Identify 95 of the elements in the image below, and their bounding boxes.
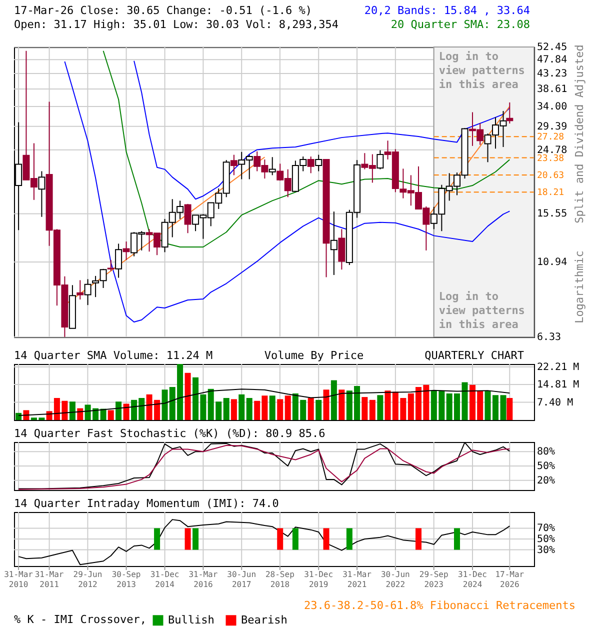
annotation: Log in to view patterns in this area	[438, 290, 525, 331]
chart-title: 17-Mar-26 Close: 30.65 Change: -0.51 (-1.6 %)	[14, 4, 312, 17]
x-tick-label: 30-Sep 2013	[112, 570, 141, 589]
y-tick-label: 15.55	[537, 208, 568, 220]
y-tick-label: 50%	[537, 461, 556, 472]
y-axis-title: Split and Dividend Adjusted	[573, 44, 586, 224]
x-tick-label: 31-Mar 2016	[188, 570, 218, 589]
candlestick	[307, 156, 314, 174]
candlestick	[184, 203, 192, 234]
x-tick-label: 29-Jun 2012	[73, 570, 102, 589]
y-tick-label: 14.81 M	[537, 380, 580, 391]
y-tick-label: 43.23	[537, 68, 568, 80]
bar	[277, 399, 284, 420]
x-tick-label: 30-Jun 2017	[227, 570, 256, 589]
candlestick	[84, 278, 92, 306]
bar	[369, 400, 376, 420]
bar	[16, 412, 22, 420]
bar	[506, 398, 513, 420]
candlestick	[338, 228, 346, 270]
x-tick-label: 31-Mar 2010	[4, 570, 34, 589]
bar	[246, 398, 252, 420]
candlestick	[330, 211, 338, 276]
candlestick	[38, 170, 46, 218]
bar	[316, 400, 322, 420]
x-tick-label: 31-Mar 2011	[34, 570, 64, 589]
y-tick-label: 30%	[537, 544, 556, 556]
text: 23.6-38.2-50-61.8% Fibonacci Retracements	[304, 599, 576, 612]
y-tick-label: 29.39	[537, 121, 568, 132]
band-label: Log in to view patterns in this area	[438, 50, 525, 91]
x-tick-label: 31-Dec 2024	[458, 570, 488, 589]
legend-label: Bullish	[168, 613, 214, 626]
candlestick	[115, 243, 122, 278]
bar	[269, 396, 276, 420]
chart-subtitle: Open: 31.17 High: 35.01 Low: 30.03 Vol: 8,293,354	[14, 18, 339, 31]
chart-title: 14 Quarter SMA Volume: 11.24 M	[14, 349, 214, 362]
ref-line-label: 18.21	[537, 188, 564, 198]
y-tick-label: 7.40 M	[537, 397, 574, 408]
y-tick-label: 22.21 M	[537, 362, 580, 373]
y-tick-label: 47.84	[537, 54, 568, 66]
ref-line-label: 27.28	[537, 132, 564, 143]
x-tick-label: 31-Mar 2021	[342, 570, 372, 589]
y-tick-label: 6.33	[537, 332, 562, 343]
legend-label: Bearish	[241, 613, 288, 626]
chart-title: 14 Quarter Fast Stochastic (%K) (%D): 80.9 85.6	[14, 427, 326, 440]
bar	[377, 395, 384, 420]
y-tick-label: 10.94	[537, 256, 568, 268]
bar	[184, 372, 191, 420]
candlestick	[315, 154, 322, 172]
y-tick-label: 34.00	[537, 101, 568, 112]
candlestick	[107, 259, 114, 272]
bar	[330, 380, 337, 420]
bar	[116, 402, 122, 420]
chart-title: 14 Quarter Intraday Momentum (IMI): 74.0	[14, 497, 279, 510]
x-tick-label: 31-Dec 2014	[150, 570, 180, 589]
bar	[500, 395, 506, 420]
ref-line-label: 20.63	[537, 170, 564, 181]
text: 20 Quarter SMA: 23.08	[390, 18, 530, 31]
bar	[238, 394, 245, 420]
bar	[69, 402, 76, 420]
text: Volume By Price	[264, 349, 364, 362]
y-tick-label: 52.45	[537, 42, 568, 53]
y-tick-label: 80%	[537, 446, 556, 458]
candlestick	[230, 154, 238, 176]
text: 20,2 Bands: 15.84 , 33.64	[364, 4, 530, 17]
bar	[338, 390, 345, 420]
bar	[77, 408, 84, 420]
bar	[323, 390, 330, 420]
ref-line-label: 23.38	[537, 154, 564, 164]
text: QUARTERLY CHART	[424, 349, 524, 362]
bar	[362, 397, 368, 420]
text: Logarithmic	[573, 250, 586, 324]
y-tick-label: 70%	[537, 523, 556, 534]
candlestick	[122, 241, 130, 260]
bar	[23, 410, 30, 420]
x-tick-label: 17-Mar 2026	[495, 570, 524, 589]
y-tick-label: 20%	[537, 475, 556, 486]
y-tick-label: 38.61	[537, 84, 568, 96]
x-tick-label: 31-Dec 2019	[304, 570, 334, 589]
y-tick-label: 50%	[537, 534, 556, 545]
legend-title: % K - IMI Crossover,	[14, 613, 146, 626]
candlestick	[376, 150, 384, 170]
bar	[462, 382, 468, 420]
bar	[284, 396, 291, 420]
x-tick-label: 28-Sep 2018	[265, 570, 295, 589]
x-tick-label: 29-Sep 2023	[419, 570, 448, 589]
bar	[308, 398, 314, 420]
x-tick-label: 30-Jun 2022	[380, 570, 410, 589]
bar	[230, 399, 237, 420]
bar	[123, 404, 130, 420]
candlestick	[268, 156, 276, 176]
bar	[223, 398, 230, 420]
candlestick	[76, 280, 84, 300]
candlestick	[506, 102, 514, 124]
bar	[108, 410, 114, 420]
line-series	[18, 388, 510, 416]
